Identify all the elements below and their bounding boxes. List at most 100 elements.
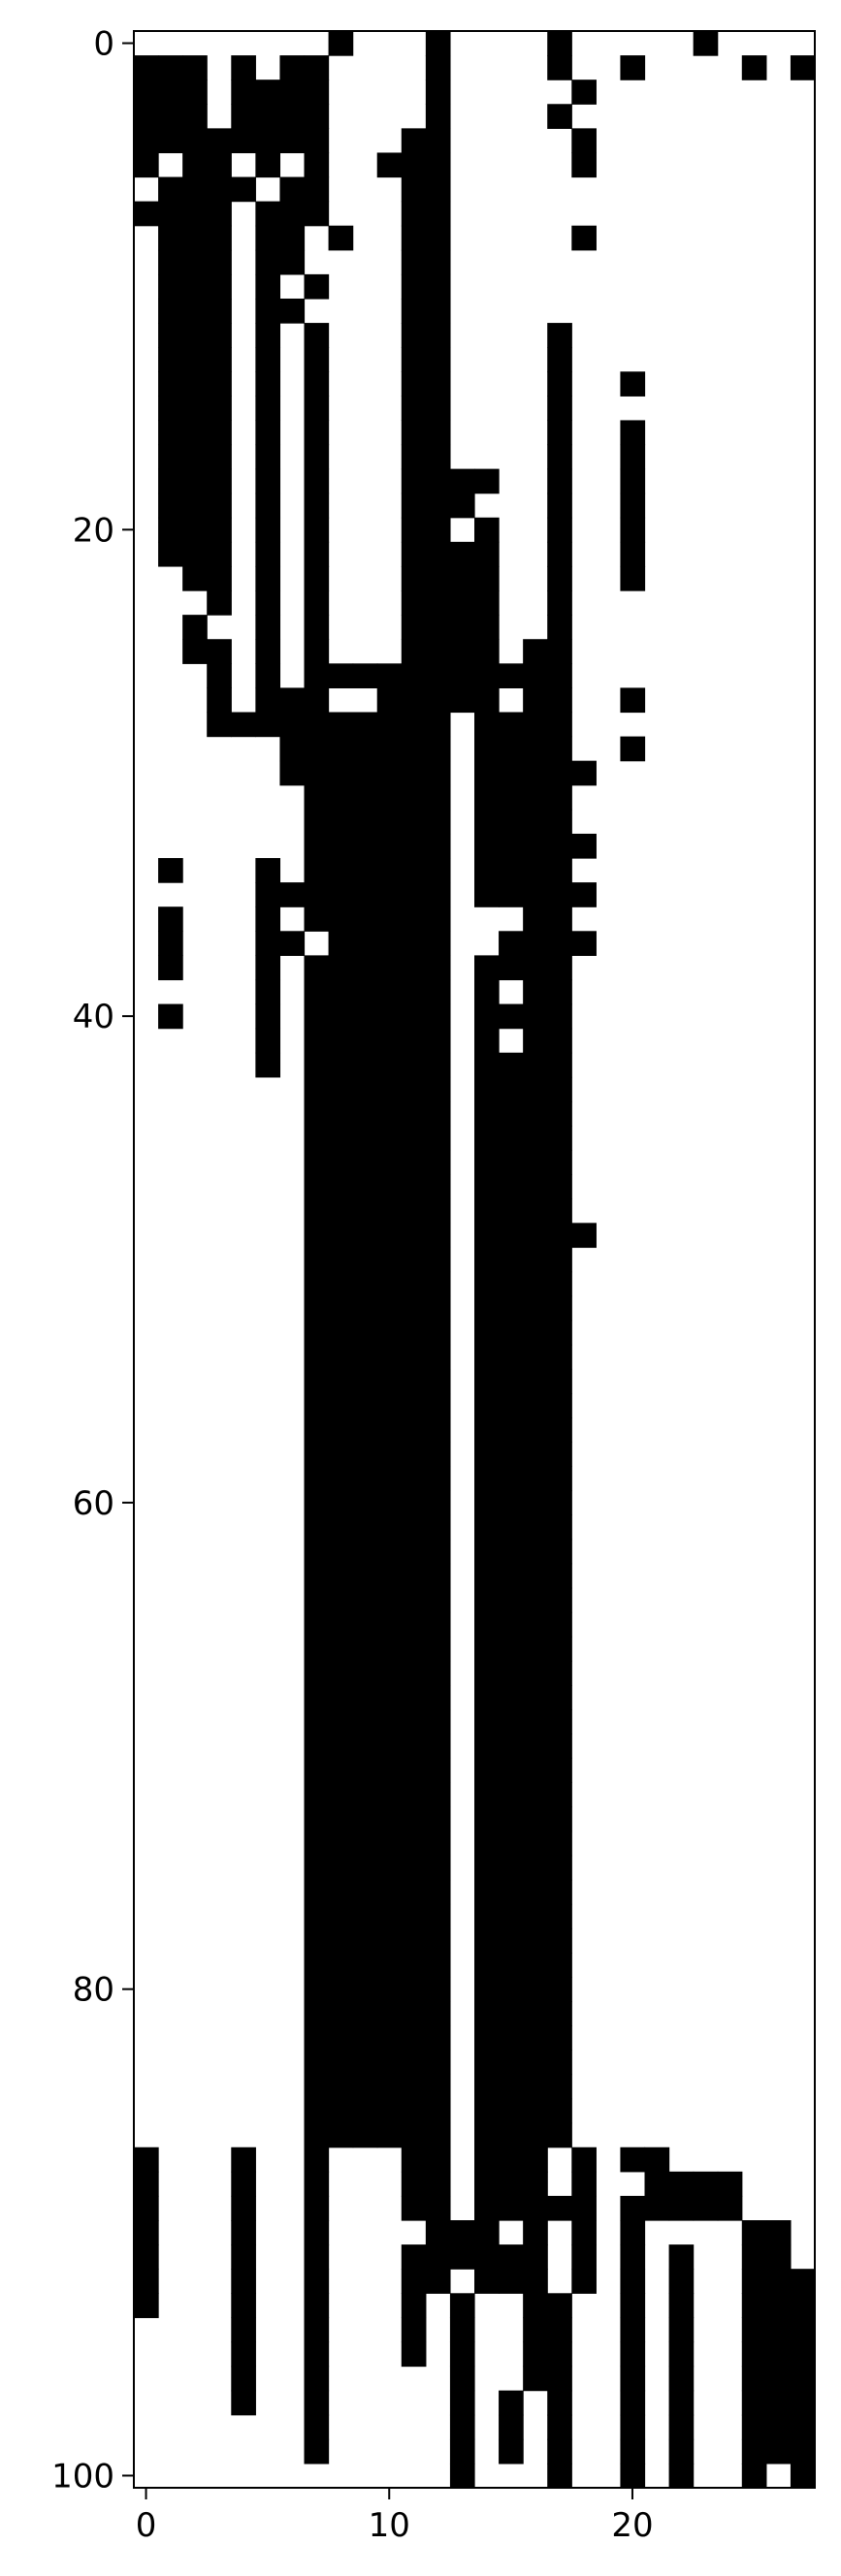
heatmap-cell bbox=[425, 1198, 451, 1224]
heatmap-cell bbox=[523, 2317, 548, 2343]
heatmap-cell bbox=[304, 1442, 330, 1467]
heatmap-cell bbox=[304, 1611, 330, 1638]
heatmap-cell bbox=[401, 979, 427, 1005]
heatmap-cell bbox=[352, 1271, 378, 1297]
heatmap-cell bbox=[401, 444, 427, 470]
heatmap-cell bbox=[425, 225, 451, 251]
heatmap-cell bbox=[304, 1417, 330, 1443]
heatmap-cell bbox=[376, 1879, 403, 1905]
heatmap-cell bbox=[231, 2341, 256, 2368]
heatmap-cell bbox=[376, 931, 403, 956]
heatmap-cell bbox=[425, 1174, 451, 1199]
heatmap-cell bbox=[474, 1758, 500, 1784]
heatmap-cell bbox=[790, 2317, 816, 2343]
heatmap-cell bbox=[401, 882, 427, 907]
heatmap-cell bbox=[474, 1417, 500, 1443]
heatmap-cell bbox=[328, 1076, 354, 1102]
heatmap-cell bbox=[328, 1660, 354, 1686]
heatmap-cell bbox=[523, 1295, 548, 1321]
heatmap-cell bbox=[425, 444, 451, 470]
heatmap-cell bbox=[474, 1660, 500, 1686]
heatmap-cell bbox=[523, 712, 548, 738]
heatmap-cell bbox=[425, 273, 451, 300]
heatmap-cell bbox=[523, 1539, 548, 1565]
heatmap-cell bbox=[279, 298, 306, 324]
heatmap-cell bbox=[499, 955, 524, 981]
heatmap-cell bbox=[499, 1076, 524, 1102]
heatmap-cell bbox=[741, 2414, 767, 2440]
heatmap-cell bbox=[376, 663, 403, 689]
heatmap-cell bbox=[401, 249, 427, 275]
heatmap-cell bbox=[304, 1368, 330, 1394]
heatmap-cell bbox=[401, 931, 427, 956]
heatmap-cell bbox=[304, 1003, 330, 1030]
heatmap-cell bbox=[523, 1758, 548, 1784]
heatmap-cell bbox=[352, 1685, 378, 1710]
heatmap-cell bbox=[279, 201, 306, 227]
heatmap-cell bbox=[352, 1076, 378, 1102]
heatmap-cell bbox=[134, 201, 159, 227]
heatmap-cell bbox=[425, 1320, 451, 1346]
heatmap-cell bbox=[401, 1539, 427, 1565]
heatmap-cell bbox=[668, 2463, 695, 2489]
heatmap-cell bbox=[376, 1442, 403, 1467]
heatmap-cell bbox=[499, 2269, 524, 2294]
heatmap-cell bbox=[376, 979, 403, 1005]
heatmap-cell bbox=[255, 420, 281, 446]
heatmap-cell bbox=[523, 809, 548, 835]
heatmap-cell bbox=[352, 1368, 378, 1394]
heatmap-cell bbox=[304, 1563, 330, 1589]
heatmap-cell bbox=[134, 2293, 159, 2318]
heatmap-cell bbox=[571, 833, 597, 859]
heatmap-cell bbox=[255, 979, 281, 1005]
heatmap-cell bbox=[523, 1806, 548, 1832]
heatmap-cell bbox=[571, 2269, 597, 2294]
heatmap-cell bbox=[304, 1953, 330, 1978]
heatmap-cell bbox=[474, 1927, 500, 1954]
heatmap-cell bbox=[304, 517, 330, 543]
heatmap-cell bbox=[255, 128, 281, 154]
heatmap-cell bbox=[401, 1271, 427, 1297]
heatmap-cell bbox=[644, 2195, 670, 2221]
heatmap-cell bbox=[328, 2025, 354, 2051]
heatmap-cell bbox=[401, 1466, 427, 1491]
heatmap-cell bbox=[668, 2414, 695, 2440]
heatmap-cell bbox=[158, 201, 183, 227]
heatmap-cell bbox=[304, 347, 330, 372]
heatmap-cell bbox=[255, 298, 281, 324]
heatmap-cell bbox=[401, 2001, 427, 2026]
heatmap-cell bbox=[523, 2269, 548, 2294]
heatmap-cell bbox=[255, 712, 281, 738]
heatmap-cell bbox=[401, 687, 427, 714]
heatmap-cell bbox=[231, 80, 256, 105]
heatmap-cell bbox=[255, 906, 281, 932]
heatmap-cell bbox=[449, 590, 475, 616]
heatmap-cell bbox=[207, 517, 232, 543]
heatmap-cell bbox=[425, 809, 451, 835]
heatmap-cell bbox=[352, 1563, 378, 1589]
heatmap-cell bbox=[158, 371, 183, 397]
heatmap-cell bbox=[158, 323, 183, 348]
heatmap-cell bbox=[474, 1953, 500, 1978]
heatmap-cell bbox=[499, 736, 524, 762]
heatmap-cell bbox=[547, 663, 572, 689]
heatmap-cell bbox=[328, 809, 354, 835]
heatmap-cell bbox=[158, 420, 183, 446]
heatmap-cell bbox=[425, 31, 451, 56]
heatmap-cell bbox=[352, 1927, 378, 1954]
heatmap-cell bbox=[304, 1758, 330, 1784]
heatmap-cell bbox=[547, 1198, 572, 1224]
heatmap-cell bbox=[207, 541, 232, 567]
heatmap-cell bbox=[158, 298, 183, 324]
heatmap-cell bbox=[425, 420, 451, 446]
heatmap-cell bbox=[523, 2098, 548, 2124]
heatmap-cell bbox=[499, 2050, 524, 2076]
heatmap-cell bbox=[425, 1587, 451, 1613]
heatmap-cell bbox=[207, 323, 232, 348]
heatmap-cell bbox=[620, 2195, 646, 2221]
heatmap-cell bbox=[474, 2147, 500, 2173]
heatmap-cell bbox=[304, 1733, 330, 1759]
heatmap-cell bbox=[499, 1830, 524, 1857]
heatmap-cell bbox=[474, 2269, 500, 2294]
